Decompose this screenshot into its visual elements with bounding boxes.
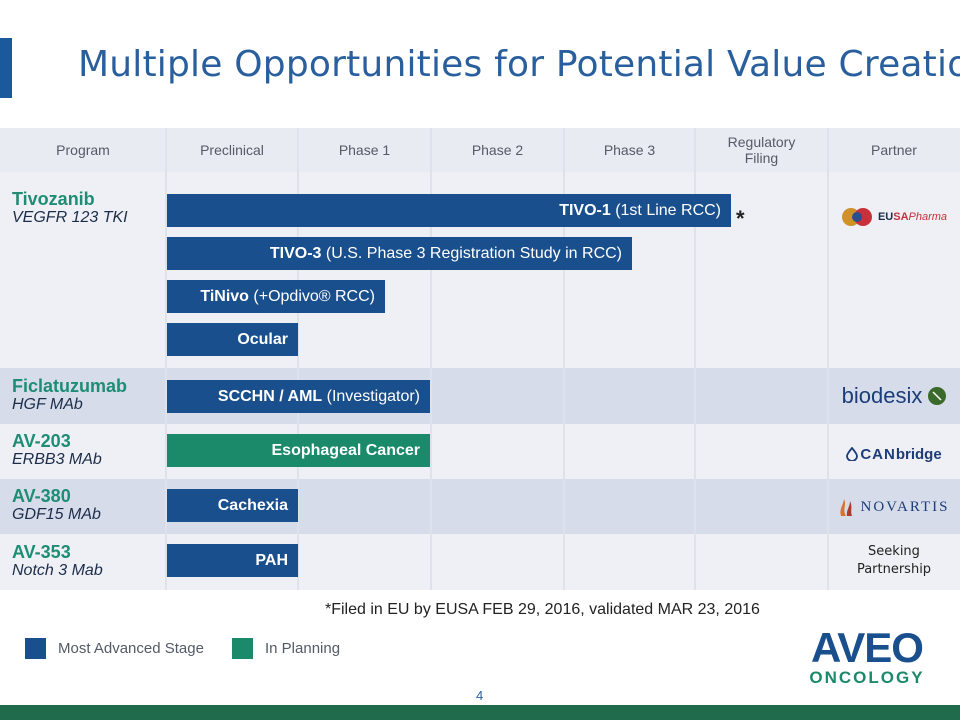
bar-label-bold: Cachexia — [217, 496, 288, 514]
legend-swatch-blue — [25, 638, 46, 659]
bar-label-bold: PAH — [255, 551, 288, 569]
bar-esophageal-cancer: Esophageal Cancer — [167, 434, 430, 467]
canbridge-text-1: CAN — [860, 445, 896, 463]
eusa-text-1: EU — [877, 211, 894, 223]
row-band-av203 — [0, 424, 960, 479]
bar-label-bold: Esophageal Cancer — [271, 441, 421, 459]
partner-eusa-pharma: EU SA Pharma — [828, 204, 960, 230]
header-regulatory-filing: Regulatory Filing — [727, 134, 796, 166]
eusa-text-2: SA — [893, 211, 909, 223]
row-band-ficlatuzumab — [0, 368, 960, 424]
program-subtitle: GDF15 MAb — [12, 506, 101, 523]
header-phase-3: Phase 3 — [603, 142, 656, 158]
footnote: *Filed in EU by EUSA FEB 29, 2016, valid… — [325, 601, 760, 618]
bar-scchn-aml: SCCHN / AML (Investigator) — [167, 380, 430, 413]
canbridge-drop-icon — [846, 447, 859, 461]
biodesix-text: biodesix — [841, 383, 923, 408]
legend-label: Most Advanced Stage — [58, 640, 204, 657]
eusa-globe-icon — [841, 208, 872, 226]
bar-ocular: Ocular — [167, 323, 298, 356]
program-ficlatuzumab: Ficlatuzumab HGF MAb — [12, 376, 127, 414]
program-tivozanib: Tivozanib VEGFR 123 TKI — [12, 189, 128, 227]
header-program: Program — [56, 142, 110, 158]
novartis-text: NOVARTIS — [860, 498, 950, 515]
legend-in-planning: In Planning — [232, 638, 340, 659]
pipeline-table: Program Preclinical Phase 1 Phase 2 Phas… — [0, 128, 960, 590]
partner-seeking: Seeking Partnership — [828, 540, 960, 582]
header-preclinical: Preclinical — [200, 142, 264, 158]
program-av380: AV-380 GDF15 MAb — [12, 486, 101, 524]
footer-bar — [0, 705, 960, 720]
bar-pah: PAH — [167, 544, 298, 577]
bar-label-bold: TIVO-3 — [269, 244, 322, 262]
grid-line — [827, 128, 829, 590]
program-av203: AV-203 ERBB3 MAb — [12, 431, 102, 469]
program-subtitle: Notch 3 Mab — [12, 562, 103, 579]
program-subtitle: VEGFR 123 TKI — [12, 209, 128, 226]
header-phase-2: Phase 2 — [471, 142, 524, 158]
novartis-flame-icon — [840, 499, 853, 516]
seeking-partnership-text: Seeking Partnership — [856, 544, 932, 577]
program-av353: AV-353 Notch 3 Mab — [12, 542, 103, 580]
bar-tinivo: TiNivo (+Opdivo® RCC) — [167, 280, 385, 313]
grid-line — [297, 128, 299, 590]
partner-canbridge: CAN bridge — [828, 441, 960, 467]
canbridge-text-2: bridge — [895, 445, 942, 463]
legend-most-advanced: Most Advanced Stage — [25, 638, 204, 659]
program-name: AV-353 — [12, 542, 71, 562]
biodesix-leaf-icon — [928, 387, 947, 405]
title-accent-bar — [0, 38, 12, 98]
bar-label-rest: (Investigator) — [322, 387, 420, 405]
legend-label: In Planning — [265, 640, 341, 657]
program-name: AV-203 — [12, 431, 71, 451]
bar-tivo-1: TIVO-1 (1st Line RCC) — [167, 194, 731, 227]
partner-biodesix: biodesix — [828, 380, 960, 412]
program-subtitle: HGF MAb — [12, 396, 83, 413]
row-band-av380 — [0, 479, 960, 534]
bar-label-rest: (1st Line RCC) — [610, 201, 721, 219]
program-name: AV-380 — [12, 486, 71, 506]
page-title: Multiple Opportunities for Potential Val… — [78, 44, 960, 85]
header-partner: Partner — [871, 142, 917, 158]
program-name: Tivozanib — [12, 189, 95, 209]
aveo-oncology-logo: AVEO ONCOLOGY — [809, 624, 924, 687]
grid-line — [430, 128, 432, 590]
bar-cachexia: Cachexia — [167, 489, 298, 522]
page-number: 4 — [476, 688, 484, 703]
logo-aveo-text: AVEO — [811, 624, 923, 671]
bar-label-bold: TIVO-1 — [559, 201, 611, 219]
table-header — [0, 128, 960, 172]
bar-tivo-3: TIVO-3 (U.S. Phase 3 Registration Study … — [167, 237, 632, 270]
legend-swatch-green — [232, 638, 253, 659]
header-phase-1: Phase 1 — [338, 142, 391, 158]
grid-line — [694, 128, 696, 590]
bar-label-rest: (+Opdivo® RCC) — [248, 287, 375, 305]
logo-oncology-text: ONCOLOGY — [809, 668, 924, 687]
row-band-av353 — [0, 534, 960, 590]
program-subtitle: ERBB3 MAb — [12, 451, 102, 468]
partner-novartis: NOVARTIS — [828, 494, 960, 520]
bar-label-bold: Ocular — [237, 330, 288, 348]
grid-line — [165, 128, 167, 590]
bar-label-bold: TiNivo — [200, 287, 249, 305]
filing-asterisk: * — [736, 206, 745, 231]
grid-line — [563, 128, 565, 590]
program-name: Ficlatuzumab — [12, 376, 128, 396]
bar-label-bold: SCCHN / AML — [217, 387, 323, 405]
eusa-text-3: Pharma — [908, 211, 948, 223]
bar-label-rest: (U.S. Phase 3 Registration Study in RCC) — [321, 244, 622, 262]
